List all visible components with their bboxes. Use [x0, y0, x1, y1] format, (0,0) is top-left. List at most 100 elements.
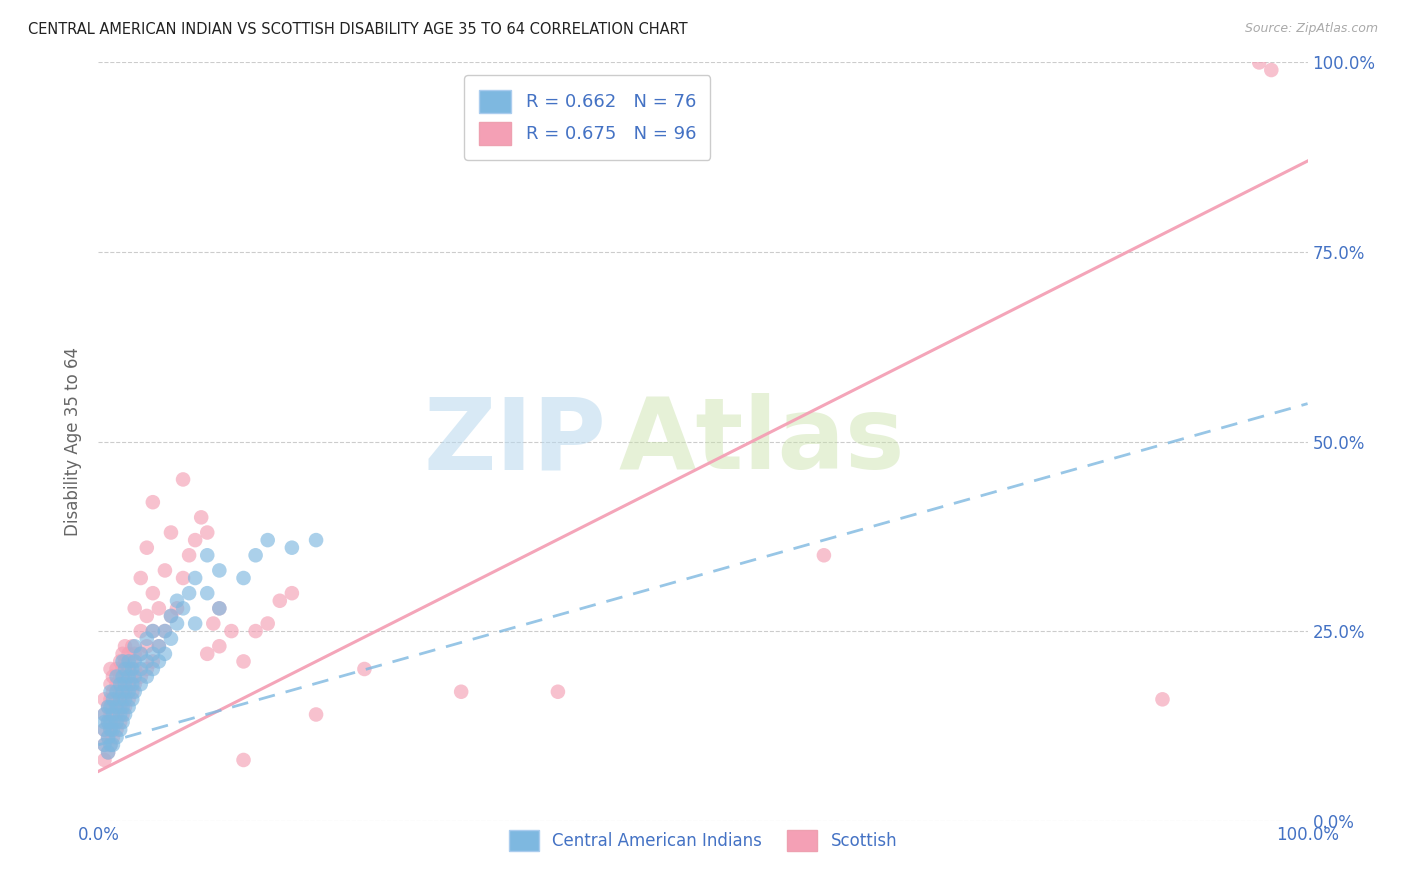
- Point: [108, 707, 131, 722]
- Point: [93, 723, 115, 737]
- Point: [129, 677, 152, 691]
- Point: [160, 608, 183, 623]
- Point: [1260, 62, 1282, 77]
- Point: [172, 571, 194, 585]
- Point: [135, 632, 157, 646]
- Point: [129, 571, 152, 585]
- Point: [135, 655, 157, 669]
- Point: [256, 533, 278, 548]
- Point: [118, 662, 141, 676]
- Point: [93, 738, 115, 752]
- Point: [232, 571, 254, 585]
- Point: [184, 533, 207, 548]
- Y-axis label: Disability Age 35 to 64: Disability Age 35 to 64: [65, 347, 83, 536]
- Point: [121, 655, 143, 669]
- Point: [124, 639, 146, 653]
- Point: [97, 715, 120, 730]
- Point: [195, 525, 218, 540]
- Point: [100, 707, 122, 722]
- Point: [184, 616, 207, 631]
- Point: [111, 669, 134, 683]
- Point: [114, 655, 136, 669]
- Point: [281, 586, 304, 600]
- Point: [100, 723, 122, 737]
- Point: [108, 677, 131, 691]
- Point: [114, 707, 136, 722]
- Point: [232, 753, 254, 767]
- Point: [305, 707, 328, 722]
- Point: [93, 715, 115, 730]
- Point: [160, 632, 183, 646]
- Point: [108, 699, 131, 714]
- Point: [195, 548, 218, 563]
- Point: [135, 669, 157, 683]
- Point: [1249, 55, 1271, 70]
- Point: [172, 473, 194, 487]
- Point: [108, 723, 131, 737]
- Point: [129, 662, 152, 676]
- Point: [114, 699, 136, 714]
- Point: [129, 669, 152, 683]
- Point: [124, 601, 146, 615]
- Point: [108, 655, 131, 669]
- Point: [100, 738, 122, 752]
- Point: [153, 624, 176, 639]
- Point: [166, 616, 188, 631]
- Point: [97, 715, 120, 730]
- Point: [108, 715, 131, 730]
- Point: [1152, 692, 1174, 706]
- Point: [256, 616, 278, 631]
- Point: [305, 533, 328, 548]
- Point: [100, 692, 122, 706]
- Point: [97, 746, 120, 760]
- Point: [100, 715, 122, 730]
- Point: [118, 692, 141, 706]
- Point: [269, 594, 291, 608]
- Text: Atlas: Atlas: [619, 393, 905, 490]
- Point: [101, 692, 124, 706]
- Point: [114, 639, 136, 653]
- Point: [208, 564, 231, 578]
- Point: [148, 655, 170, 669]
- Point: [142, 624, 165, 639]
- Point: [124, 655, 146, 669]
- Point: [121, 677, 143, 691]
- Point: [190, 510, 212, 524]
- Point: [93, 707, 115, 722]
- Point: [121, 639, 143, 653]
- Point: [111, 677, 134, 691]
- Point: [547, 685, 569, 699]
- Point: [101, 738, 124, 752]
- Point: [101, 707, 124, 722]
- Point: [97, 730, 120, 744]
- Point: [142, 624, 165, 639]
- Point: [101, 723, 124, 737]
- Legend: Central American Indians, Scottish: Central American Indians, Scottish: [502, 823, 904, 858]
- Text: ZIP: ZIP: [423, 393, 606, 490]
- Point: [100, 662, 122, 676]
- Point: [111, 662, 134, 676]
- Point: [245, 548, 267, 563]
- Point: [142, 586, 165, 600]
- Point: [160, 525, 183, 540]
- Point: [221, 624, 243, 639]
- Point: [208, 601, 231, 615]
- Point: [105, 699, 128, 714]
- Point: [195, 586, 218, 600]
- Point: [114, 662, 136, 676]
- Point: [118, 699, 141, 714]
- Point: [100, 699, 122, 714]
- Point: [129, 624, 152, 639]
- Point: [179, 586, 201, 600]
- Point: [121, 662, 143, 676]
- Point: [97, 699, 120, 714]
- Point: [121, 669, 143, 683]
- Point: [114, 692, 136, 706]
- Point: [208, 639, 231, 653]
- Point: [93, 753, 115, 767]
- Point: [105, 730, 128, 744]
- Point: [124, 647, 146, 661]
- Point: [124, 677, 146, 691]
- Point: [108, 669, 131, 683]
- Point: [93, 723, 115, 737]
